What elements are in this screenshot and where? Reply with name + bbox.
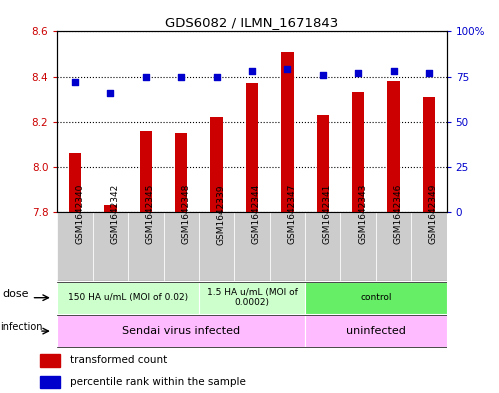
Bar [246, 83, 258, 212]
Point [71, 79, 79, 85]
Bar [281, 52, 293, 212]
Text: GSM1642343: GSM1642343 [358, 184, 367, 244]
Bar [69, 153, 81, 212]
Text: GSM1642349: GSM1642349 [429, 184, 438, 244]
Text: percentile rank within the sample: percentile rank within the sample [70, 377, 246, 387]
Bar [411, 212, 447, 281]
Bar [164, 212, 199, 281]
Bar [104, 206, 117, 212]
Title: GDS6082 / ILMN_1671843: GDS6082 / ILMN_1671843 [165, 16, 339, 29]
Point [390, 68, 398, 74]
Bar [387, 81, 400, 212]
Point [213, 73, 221, 80]
Bar [305, 315, 447, 347]
Point [177, 73, 185, 80]
Bar [140, 131, 152, 212]
Bar [305, 212, 340, 281]
Text: GSM1642341: GSM1642341 [323, 184, 332, 244]
Text: GSM1642344: GSM1642344 [252, 184, 261, 244]
Text: Sendai virus infected: Sendai virus infected [122, 326, 241, 336]
Point [354, 70, 362, 76]
Bar [305, 282, 447, 314]
Text: dose: dose [3, 289, 29, 299]
Bar [175, 133, 188, 212]
Text: GSM1642348: GSM1642348 [181, 184, 190, 244]
Text: 150 HA u/mL (MOI of 0.02): 150 HA u/mL (MOI of 0.02) [68, 293, 188, 302]
Bar [423, 97, 435, 212]
Text: 1.5 HA u/mL (MOI of
0.0002): 1.5 HA u/mL (MOI of 0.0002) [207, 288, 297, 307]
Bar [352, 92, 364, 212]
Bar [40, 376, 60, 388]
Bar [235, 212, 269, 281]
Point [283, 66, 291, 73]
Text: GSM1642339: GSM1642339 [217, 184, 226, 244]
Bar [376, 212, 411, 281]
Bar [269, 212, 305, 281]
Text: GSM1642345: GSM1642345 [146, 184, 155, 244]
Point [106, 90, 114, 96]
Bar [199, 282, 305, 314]
Point [319, 72, 327, 78]
Bar [211, 117, 223, 212]
Bar [57, 282, 199, 314]
Text: GSM1642346: GSM1642346 [394, 184, 403, 244]
Text: infection: infection [0, 322, 42, 332]
Text: uninfected: uninfected [346, 326, 406, 336]
Text: control: control [360, 293, 392, 302]
Text: GSM1642342: GSM1642342 [110, 184, 119, 244]
Text: GSM1642347: GSM1642347 [287, 184, 296, 244]
Bar [128, 212, 164, 281]
Bar [93, 212, 128, 281]
Bar [57, 315, 305, 347]
Point [142, 73, 150, 80]
Point [425, 70, 433, 76]
Bar [57, 212, 93, 281]
Bar [340, 212, 376, 281]
Point [248, 68, 256, 74]
Bar [316, 115, 329, 212]
Bar [40, 354, 60, 367]
Text: transformed count: transformed count [70, 355, 167, 365]
Text: GSM1642340: GSM1642340 [75, 184, 84, 244]
Bar [199, 212, 235, 281]
